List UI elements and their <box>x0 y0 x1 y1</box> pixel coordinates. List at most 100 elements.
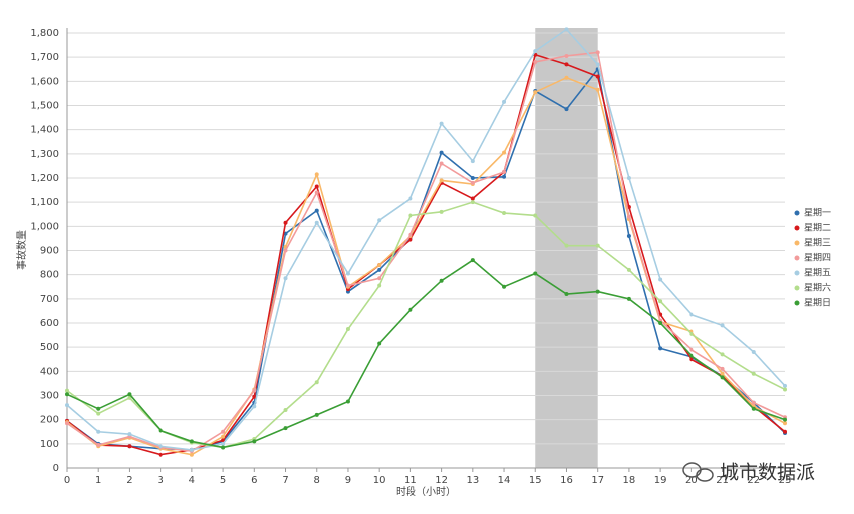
point <box>470 176 475 180</box>
point <box>345 327 350 332</box>
point <box>720 366 725 371</box>
x-tick-label: 2 <box>126 475 132 486</box>
x-tick-label: 8 <box>314 475 320 486</box>
point <box>470 200 475 205</box>
point <box>533 49 538 54</box>
point <box>470 180 475 185</box>
point <box>283 426 288 431</box>
point <box>252 388 257 393</box>
point <box>283 276 288 281</box>
watermark: 城市数据派 <box>720 462 815 484</box>
point <box>720 323 725 328</box>
x-tick-label: 17 <box>591 475 604 486</box>
legend-marker <box>794 270 800 276</box>
point <box>377 276 382 281</box>
y-tick-label: 900 <box>40 246 59 257</box>
point <box>533 271 538 276</box>
point <box>314 184 319 189</box>
y-tick-label: 1,600 <box>30 76 59 87</box>
y-tick-label: 100 <box>40 439 59 450</box>
shaded-range <box>535 28 598 468</box>
point <box>377 283 382 288</box>
point <box>658 277 663 282</box>
point <box>689 357 694 362</box>
point <box>783 421 787 426</box>
point <box>658 346 663 351</box>
point <box>502 211 507 216</box>
point <box>439 209 444 214</box>
point <box>252 439 257 444</box>
y-tick-label: 1,200 <box>30 173 59 184</box>
y-tick-label: 200 <box>40 415 59 426</box>
x-tick-label: 21 <box>716 475 729 486</box>
point <box>127 432 132 437</box>
point <box>439 178 444 183</box>
point <box>127 444 132 449</box>
point <box>345 399 350 404</box>
point <box>626 296 631 301</box>
x-tick-label: 23 <box>779 475 792 486</box>
point <box>533 213 538 218</box>
point <box>564 27 569 32</box>
point <box>689 312 694 317</box>
point <box>595 243 600 248</box>
point <box>502 169 507 174</box>
y-tick-label: 1,800 <box>30 28 59 39</box>
y-tick-label: 600 <box>40 318 59 329</box>
x-tick-label: 15 <box>529 475 542 486</box>
point <box>470 159 475 164</box>
point <box>720 371 725 376</box>
point <box>221 441 226 446</box>
point <box>96 429 101 434</box>
point <box>595 87 600 92</box>
legend-marker <box>794 225 800 231</box>
point <box>377 341 382 346</box>
series-line <box>66 67 786 451</box>
point <box>96 411 101 416</box>
point <box>189 452 194 457</box>
point <box>283 248 288 253</box>
point <box>439 150 444 155</box>
point <box>564 53 569 58</box>
point <box>158 444 163 449</box>
y-tick-label: 1,400 <box>30 125 59 136</box>
point <box>564 62 569 67</box>
point <box>408 237 413 242</box>
point <box>564 243 569 248</box>
point <box>314 380 319 385</box>
series-line <box>66 51 786 452</box>
y-tick-label: 1,000 <box>30 221 59 232</box>
point <box>689 331 694 336</box>
point <box>158 452 163 457</box>
y-tick-label: 500 <box>40 342 59 353</box>
point <box>252 404 257 409</box>
legend-marker <box>794 300 800 306</box>
point <box>783 387 787 392</box>
point <box>595 62 600 67</box>
point <box>783 429 787 434</box>
point <box>408 196 413 201</box>
y-tick-label: 300 <box>40 391 59 402</box>
point <box>314 220 319 225</box>
point <box>470 258 475 263</box>
point <box>564 107 569 112</box>
point <box>221 445 226 450</box>
x-tick-label: 3 <box>157 475 163 486</box>
point <box>65 388 69 393</box>
watermark-icon <box>682 462 714 482</box>
point <box>751 350 756 354</box>
x-tick-label: 1 <box>95 475 101 486</box>
point <box>189 439 194 444</box>
point <box>65 403 69 408</box>
point <box>502 284 507 289</box>
point <box>502 150 507 155</box>
x-axis-label: 时段（小时） <box>396 485 456 498</box>
point <box>221 438 226 443</box>
legend-label: 星期六 <box>804 282 831 294</box>
series-line <box>66 76 786 456</box>
point <box>689 347 694 352</box>
series-line <box>66 201 786 449</box>
point <box>470 196 475 201</box>
point <box>377 267 382 272</box>
point <box>658 299 663 304</box>
